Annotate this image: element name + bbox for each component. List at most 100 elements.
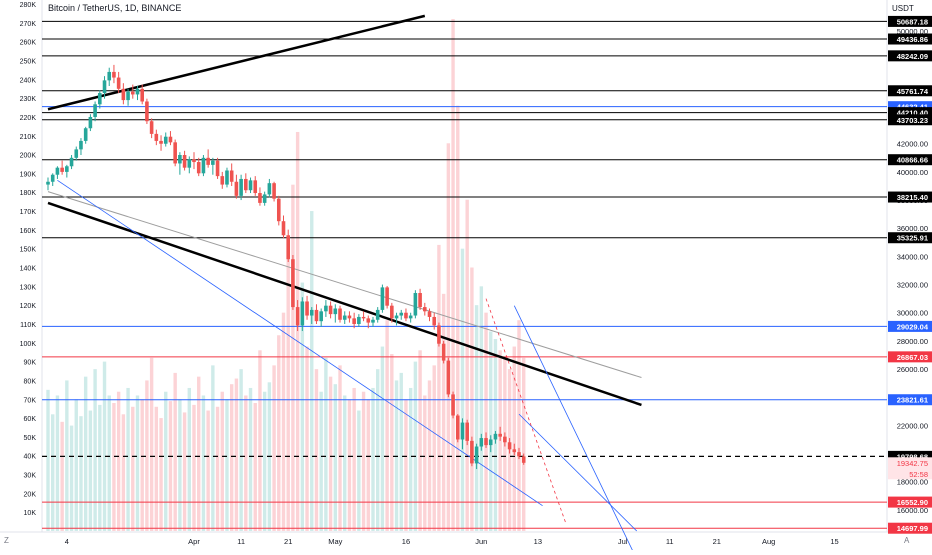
volume-bar [347, 399, 352, 531]
volume-bar [522, 357, 526, 531]
volume-bar [376, 369, 380, 531]
candle-body [517, 452, 521, 457]
volume-bar [390, 354, 394, 531]
volume-bar [178, 399, 182, 531]
candle-body [347, 315, 352, 319]
volume-bar [206, 410, 210, 531]
trendline[interactable] [47, 14, 426, 111]
volume-tick-label: 150K [20, 247, 37, 254]
candle-body [413, 293, 418, 316]
candle-body [352, 318, 356, 324]
volume-tick-label: 120K [20, 303, 37, 310]
price-level-label: 35325.91 [897, 234, 928, 243]
volume-bar [46, 389, 50, 531]
price-tick-label: 28000.00 [897, 337, 928, 346]
candle-body [262, 194, 267, 203]
volume-tick-label: 200K [20, 153, 37, 160]
candle-body [286, 235, 291, 260]
candle-body [338, 308, 342, 320]
trendline[interactable] [47, 191, 642, 378]
volume-tick-label: 50K [24, 435, 37, 442]
candle-body [366, 318, 371, 323]
price-level-label: 14697.99 [897, 524, 928, 533]
price-level-label-bg [888, 232, 932, 244]
volume-bar [65, 380, 69, 531]
price-level-label-bg [888, 114, 932, 126]
candle-body [116, 77, 121, 89]
candle-body [404, 312, 408, 319]
time-tick-label: 21 [284, 537, 292, 546]
candle-body [69, 157, 74, 167]
volume-tick-label: 60K [24, 416, 37, 423]
price-level-label-bg [888, 351, 932, 363]
candle-body [437, 325, 441, 344]
auto-scale-corner-label[interactable]: A [904, 536, 910, 545]
price-level-label-bg [888, 496, 932, 508]
candle-body [267, 183, 272, 195]
candle-body [432, 316, 437, 326]
price-level-label-bg [888, 107, 932, 119]
volume-bar [88, 410, 93, 531]
candle-body [159, 140, 163, 144]
countdown-label: 52:58 [909, 470, 928, 479]
candle-body [140, 88, 144, 102]
candle-body [201, 157, 206, 174]
price-level-label-bg [888, 15, 932, 27]
candle-body [258, 193, 262, 203]
volume-tick-label: 250K [20, 58, 37, 65]
price-tick-label: 22000.00 [897, 421, 928, 430]
candle-body [474, 446, 479, 464]
candle-body [324, 305, 328, 312]
candle-body [145, 101, 149, 122]
price-level-label: 26867.03 [897, 353, 928, 362]
trendline[interactable] [485, 298, 567, 525]
volume-tick-label: 180K [20, 190, 37, 197]
price-level-label: 48242.09 [897, 52, 928, 61]
price-tick-label: 50000.00 [897, 27, 928, 36]
candle-body [79, 140, 83, 150]
volume-bar [173, 372, 177, 531]
volume-bar [107, 395, 111, 531]
candle-body [272, 183, 276, 199]
candle-body [83, 128, 88, 141]
price-tick-label: 36000.00 [897, 224, 928, 233]
price-level-label: 49436.86 [897, 35, 928, 44]
price-level-label: 16552.90 [897, 498, 928, 507]
trendline[interactable] [513, 305, 636, 555]
candle-body [441, 343, 446, 361]
volume-bar [324, 357, 328, 531]
trendline[interactable] [47, 201, 642, 407]
volume-bar [451, 19, 455, 532]
volume-bar [408, 387, 413, 531]
candle-body [65, 166, 69, 172]
trendline[interactable] [57, 180, 543, 506]
candle-body [455, 415, 460, 440]
candle-body [465, 422, 469, 441]
candle-body [88, 116, 93, 129]
volume-bar [225, 399, 229, 531]
current-price-label: 19342.75 [897, 459, 928, 468]
volume-tick-label: 220K [20, 115, 37, 122]
timezone-corner-label[interactable]: Z [4, 536, 9, 545]
volume-bar [69, 425, 74, 531]
price-level-label: 29029.04 [897, 322, 929, 331]
price-tick-label: 16000.00 [897, 506, 928, 515]
volume-bar [460, 248, 465, 531]
volume-bar [135, 395, 140, 531]
candle-body [385, 287, 389, 306]
candle-body [488, 439, 493, 446]
volume-bar [239, 369, 243, 531]
volume-bar [258, 350, 262, 531]
price-level-label: 45761.74 [897, 87, 929, 96]
volume-bar [215, 406, 220, 531]
candle-body [50, 174, 55, 182]
volume-bar [51, 414, 55, 531]
volume-bar [79, 416, 83, 531]
candle-body [220, 176, 225, 185]
volume-bar [291, 184, 295, 531]
volume-bar [159, 418, 163, 531]
volume-bar [385, 320, 389, 531]
trendline[interactable] [518, 413, 638, 532]
